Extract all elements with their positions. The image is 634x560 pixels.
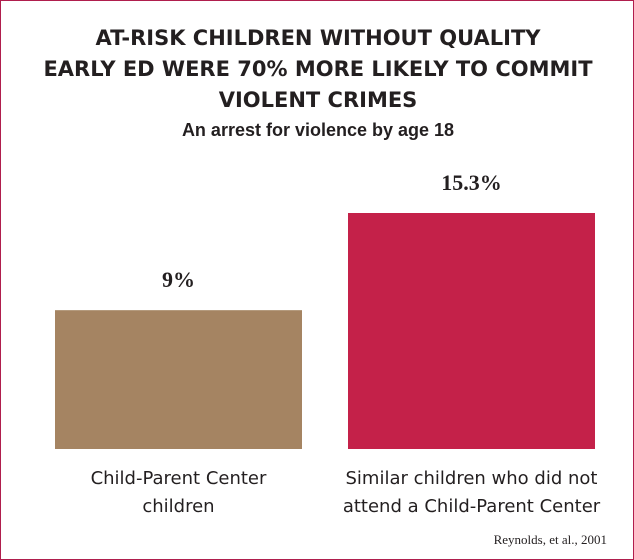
chart-title: AT-RISK CHILDREN WITHOUT QUALITY EARLY E…	[43, 26, 593, 112]
chart-subtitle: An arrest for violence by age 18	[181, 120, 455, 140]
source-citation: Reynolds, et al., 2001	[493, 532, 607, 547]
bar-similar-children	[348, 213, 595, 449]
value-label-child-parent-center: 9%	[162, 267, 195, 292]
category-label-similar-children: Similar children who did not attend a Ch…	[342, 468, 601, 517]
category-label-child-parent-center: Child-Parent Center children	[90, 468, 267, 517]
value-label-similar-children: 15.3%	[441, 170, 502, 195]
bar-child-parent-center	[55, 310, 302, 449]
